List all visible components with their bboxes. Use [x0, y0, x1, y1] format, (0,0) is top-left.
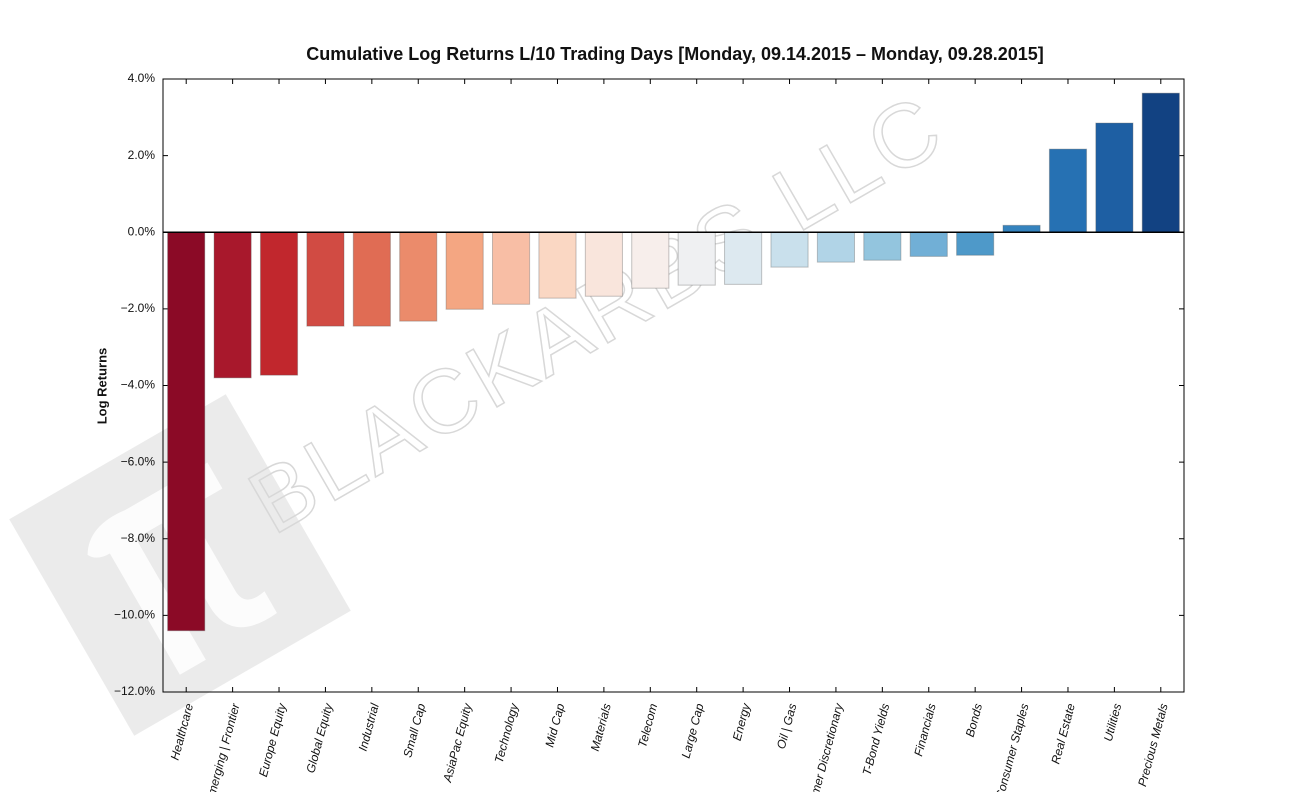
- y-tick-label: −12.0%: [114, 684, 155, 698]
- x-tick-label: Real Estate: [1048, 702, 1078, 766]
- y-tick-label: −6.0%: [121, 454, 156, 468]
- bar: [538, 231, 577, 299]
- y-tick-label: −4.0%: [121, 378, 156, 392]
- x-tick-label: Precious Metals: [1135, 702, 1171, 788]
- bar: [306, 231, 345, 327]
- bar: [213, 231, 252, 379]
- x-tick-label: Financials: [911, 702, 939, 758]
- x-tick-label: Energy: [730, 701, 754, 742]
- bar: [167, 231, 206, 632]
- y-tick-label: 4.0%: [128, 71, 156, 85]
- bar: [1141, 92, 1180, 233]
- x-tick-label: AsiaPac Equity: [440, 701, 475, 785]
- y-tick-label: −2.0%: [121, 301, 156, 315]
- bar: [816, 231, 855, 263]
- y-tick-label: −8.0%: [121, 531, 156, 545]
- bar: [956, 231, 995, 256]
- bar: [909, 231, 948, 257]
- x-tick-label: Oil | Gas: [774, 702, 800, 751]
- x-tick-label: Small Cap: [400, 702, 428, 759]
- bar: [770, 231, 809, 268]
- bar: [1095, 122, 1134, 233]
- y-tick-label: 2.0%: [128, 148, 156, 162]
- bar: [631, 231, 670, 289]
- x-tick-label: Emerging | Frontier: [203, 701, 243, 792]
- x-tick-label: Consumer Staples: [992, 702, 1031, 792]
- bar: [677, 231, 716, 286]
- chart-title: Cumulative Log Returns L/10 Trading Days…: [306, 44, 1044, 64]
- x-tick-label: Materials: [588, 702, 614, 753]
- x-tick-label: Technology: [492, 701, 522, 764]
- x-tick-label: Consumer Discretionary: [799, 701, 846, 792]
- bar: [1002, 224, 1041, 233]
- bar: [724, 231, 763, 285]
- x-tick-label: Global Equity: [303, 701, 335, 775]
- x-tick-label: Telecom: [635, 702, 660, 749]
- y-tick-label: −10.0%: [114, 608, 155, 622]
- bar: [259, 231, 299, 376]
- x-tick-label: Large Cap: [679, 702, 707, 760]
- x-tick-label: Bonds: [963, 702, 985, 738]
- x-tick-label: Europe Equity: [256, 701, 289, 778]
- y-tick-label: 0.0%: [128, 224, 156, 238]
- bar: [584, 231, 623, 297]
- bar: [445, 231, 484, 310]
- bar: [352, 231, 391, 327]
- x-tick-label: Utilities: [1101, 702, 1125, 743]
- bar: [1048, 148, 1088, 233]
- x-tick-label: Mid Cap: [542, 702, 567, 749]
- x-tick-label: Industrial: [356, 702, 382, 753]
- x-tick-label: T-Bond Yields: [860, 702, 893, 777]
- bar: [863, 231, 902, 261]
- bar: [492, 231, 531, 305]
- bar: [399, 231, 438, 322]
- y-axis-label: Log Returns: [94, 348, 109, 425]
